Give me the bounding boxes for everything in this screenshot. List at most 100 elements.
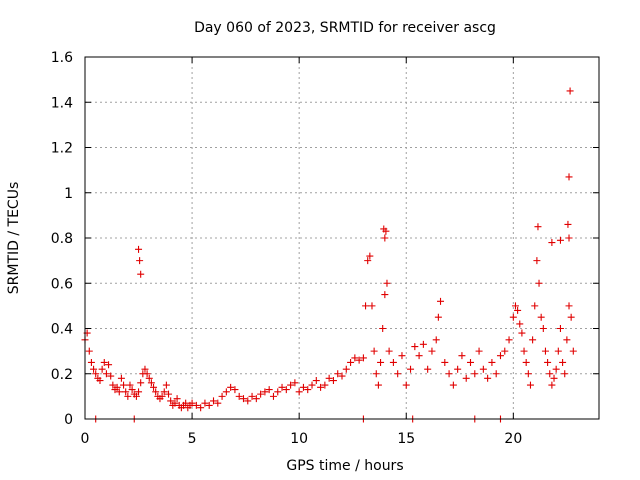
data-point (137, 270, 145, 278)
data-point (85, 347, 93, 355)
data-point (162, 381, 170, 389)
data-point (282, 386, 290, 394)
data-point (197, 404, 205, 412)
data-point (564, 220, 572, 228)
data-point (87, 358, 95, 366)
data-point (122, 388, 130, 396)
data-point (377, 358, 385, 366)
data-point (467, 358, 474, 366)
data-point (407, 365, 415, 373)
data-point (235, 392, 243, 400)
y-tick-label: 1 (64, 186, 73, 202)
data-point (520, 347, 528, 355)
data-point (269, 392, 277, 400)
data-point (383, 279, 391, 287)
data-point (239, 395, 247, 403)
data-point (105, 361, 113, 369)
data-point (509, 313, 517, 321)
data-point (563, 336, 571, 344)
data-point (462, 374, 470, 382)
data-point (113, 383, 121, 391)
data-point (135, 245, 143, 253)
data-point (537, 313, 545, 321)
data-point (496, 352, 504, 360)
data-point (115, 388, 123, 396)
data-point (167, 397, 175, 405)
data-point (120, 381, 128, 389)
data-point (171, 399, 179, 407)
data-point (548, 239, 556, 247)
data-point (544, 358, 552, 366)
data-point (147, 379, 155, 387)
data-point (291, 379, 299, 387)
data-point (471, 370, 479, 378)
y-ticks: 0 0.2 0.4 0.6 0.8 1 1.2 1.4 1.6 (51, 50, 599, 428)
data-point (244, 397, 252, 405)
data-point (475, 347, 483, 355)
data-point (531, 302, 539, 310)
data-point (329, 377, 337, 385)
data-point (278, 383, 286, 391)
data-point (261, 388, 269, 396)
x-tick-label: 15 (397, 431, 415, 447)
data-point (362, 302, 370, 310)
data-point (518, 329, 526, 337)
data-point (355, 356, 363, 364)
data-point (304, 386, 312, 394)
data-point (511, 302, 519, 310)
data-point (514, 306, 522, 314)
data-point (419, 340, 427, 348)
data-point (90, 365, 98, 373)
data-point (201, 399, 209, 407)
data-point (160, 388, 168, 396)
data-point (445, 370, 453, 378)
data-point (274, 388, 282, 396)
data-point (132, 392, 140, 400)
x-tick-label: 5 (188, 431, 197, 447)
data-point (124, 392, 132, 400)
data-point (92, 370, 100, 378)
data-point (546, 370, 554, 378)
data-points (81, 87, 577, 423)
data-point (379, 325, 387, 332)
data-point (100, 358, 108, 366)
data-point (295, 388, 303, 396)
data-point (351, 354, 359, 362)
y-tick-label: 0.8 (51, 231, 73, 247)
y-tick-label: 1.2 (51, 141, 73, 157)
data-point (415, 352, 423, 360)
data-point (548, 381, 556, 389)
data-point (381, 291, 389, 299)
chart-title: Day 060 of 2023, SRMTID for receiver asc… (194, 20, 496, 36)
data-point (145, 374, 153, 382)
data-point (218, 392, 226, 400)
data-point (248, 392, 256, 400)
y-tick-label: 1.6 (51, 50, 73, 66)
data-point (126, 381, 134, 389)
data-point (136, 257, 144, 265)
y-axis-label: SRMTID / TECUs (6, 182, 22, 295)
data-point (556, 325, 564, 332)
data-point (516, 320, 524, 328)
data-point (567, 313, 575, 321)
data-point (561, 370, 569, 378)
grid-lines (85, 57, 599, 419)
data-point (565, 302, 573, 310)
data-point (566, 87, 574, 95)
data-point (488, 358, 496, 366)
data-point (501, 347, 509, 355)
data-point (394, 370, 402, 378)
data-point (222, 388, 230, 396)
data-point (150, 383, 158, 391)
data-point (299, 383, 307, 391)
data-point (437, 297, 445, 305)
data-point (359, 354, 367, 362)
data-point (552, 365, 560, 373)
data-point (389, 358, 397, 366)
data-point (428, 347, 436, 355)
data-point (109, 381, 117, 389)
data-point (524, 370, 532, 378)
data-point (534, 223, 542, 231)
data-point (382, 227, 390, 235)
data-point (432, 336, 440, 344)
